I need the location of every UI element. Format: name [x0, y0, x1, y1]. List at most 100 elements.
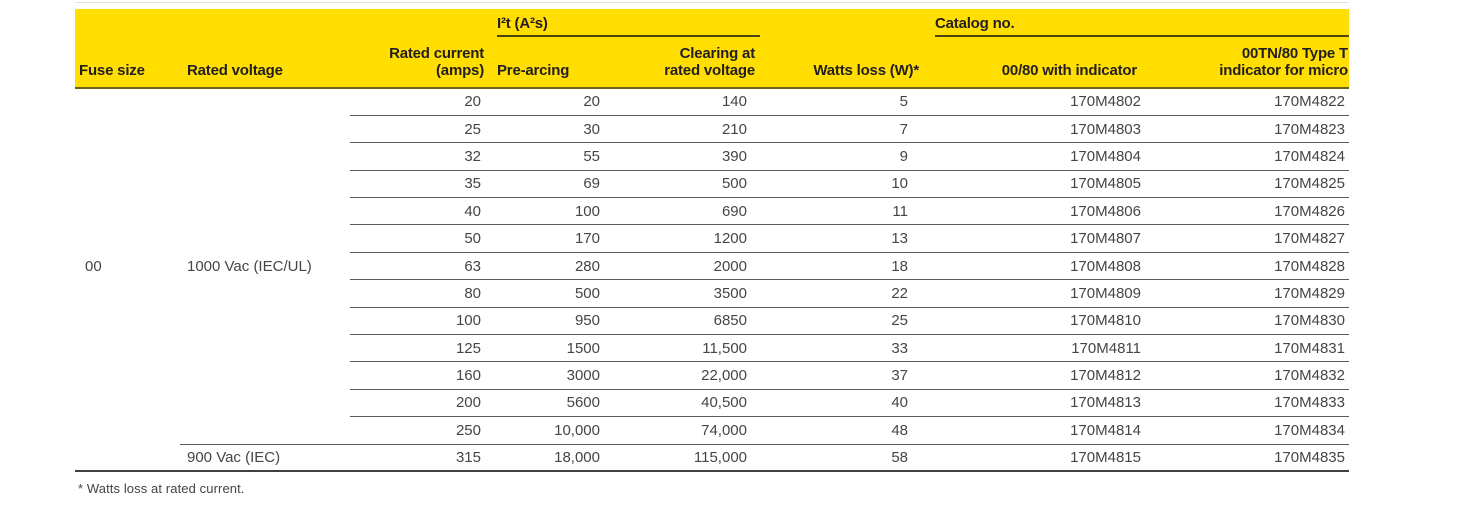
catalog-std-cell: 170M4804 [920, 142, 1175, 171]
catalog-tn-cell: 170M4827 [1175, 224, 1349, 253]
table-row: 125 1500 11,500 33 170M4811 170M4831 [75, 334, 1349, 363]
watts-loss-cell: 7 [760, 115, 920, 144]
catalog-tn-cell: 170M4822 [1175, 88, 1349, 116]
rated-current-cell: 50 [350, 224, 487, 253]
fuse-spec-table-container: I²t (A²s) Catalog no. Fuse size Rated vo… [75, 2, 1349, 496]
col-header-pre-arcing: Pre-arcing [487, 40, 605, 89]
clearing-cell: 500 [605, 170, 760, 199]
group-header-catalog: Catalog no. [920, 9, 1349, 40]
rated-current-cell: 315 [350, 444, 487, 473]
clearing-cell: 390 [605, 142, 760, 171]
catalog-tn-cell: 170M4835 [1175, 444, 1349, 473]
table-row: 32 55 390 9 170M4804 170M4824 [75, 142, 1349, 171]
rated-voltage-cell: 900 Vac (IEC) [180, 444, 350, 473]
catalog-std-cell: 170M4815 [920, 444, 1175, 473]
rated-current-cell: 100 [350, 307, 487, 336]
pre-arcing-cell: 500 [487, 279, 605, 308]
header-spacer [760, 9, 920, 40]
col-header-watts-loss: Watts loss (W)* [760, 40, 920, 89]
rated-current-cell: 200 [350, 389, 487, 418]
catalog-tn-cell: 170M4826 [1175, 197, 1349, 226]
catalog-tn-cell: 170M4828 [1175, 252, 1349, 281]
pre-arcing-cell: 69 [487, 170, 605, 199]
clearing-cell: 140 [605, 88, 760, 116]
pre-arcing-cell: 3000 [487, 361, 605, 390]
col-header-fuse-size: Fuse size [75, 40, 180, 89]
table-row: 25 30 210 7 170M4803 170M4823 [75, 115, 1349, 144]
fuse-spec-table: I²t (A²s) Catalog no. Fuse size Rated vo… [75, 9, 1349, 473]
catalog-tn-cell: 170M4825 [1175, 170, 1349, 199]
catalog-tn-cell: 170M4824 [1175, 142, 1349, 171]
fuse-size-cell: 00 [75, 88, 180, 473]
table-row: 200 5600 40,500 40 170M4813 170M4833 [75, 389, 1349, 418]
header-spacer [75, 9, 487, 40]
rated-current-cell: 80 [350, 279, 487, 308]
clearing-cell: 22,000 [605, 361, 760, 390]
clearing-cell: 115,000 [605, 444, 760, 473]
group-header-catalog-label: Catalog no. [935, 15, 1349, 37]
catalog-tn-cell: 170M4831 [1175, 334, 1349, 363]
table-row: 900 Vac (IEC) 315 18,000 115,000 58 170M… [75, 444, 1349, 473]
rated-current-cell: 35 [350, 170, 487, 199]
clearing-cell: 2000 [605, 252, 760, 281]
catalog-std-cell: 170M4806 [920, 197, 1175, 226]
rated-current-cell: 40 [350, 197, 487, 226]
catalog-std-cell: 170M4809 [920, 279, 1175, 308]
table-row: 250 10,000 74,000 48 170M4814 170M4834 [75, 416, 1349, 445]
rated-current-cell: 63 [350, 252, 487, 281]
clearing-cell: 3500 [605, 279, 760, 308]
rated-current-cell: 125 [350, 334, 487, 363]
clearing-cell: 6850 [605, 307, 760, 336]
clearing-cell: 1200 [605, 224, 760, 253]
table-row: 35 69 500 10 170M4805 170M4825 [75, 170, 1349, 199]
catalog-std-cell: 170M4814 [920, 416, 1175, 445]
watts-loss-cell: 13 [760, 224, 920, 253]
col-header-catalog-tn: 00TN/80 Type T indicator for micro [1175, 40, 1349, 89]
watts-loss-cell: 40 [760, 389, 920, 418]
watts-loss-cell: 33 [760, 334, 920, 363]
pre-arcing-cell: 20 [487, 88, 605, 116]
rated-current-cell: 25 [350, 115, 487, 144]
watts-loss-cell: 48 [760, 416, 920, 445]
group-header-i2t-label: I²t (A²s) [497, 15, 760, 37]
rated-current-cell: 32 [350, 142, 487, 171]
catalog-std-cell: 170M4803 [920, 115, 1175, 144]
table-body: 00 1000 Vac (IEC/UL) 20 20 140 5 170M4802… [75, 88, 1349, 473]
catalog-std-cell: 170M4813 [920, 389, 1175, 418]
table-header: I²t (A²s) Catalog no. Fuse size Rated vo… [75, 9, 1349, 89]
group-header-i2t: I²t (A²s) [487, 9, 760, 40]
rated-current-cell: 20 [350, 88, 487, 116]
table-row: 80 500 3500 22 170M4809 170M4829 [75, 279, 1349, 308]
watts-loss-cell: 5 [760, 88, 920, 116]
pre-arcing-cell: 280 [487, 252, 605, 281]
catalog-std-cell: 170M4807 [920, 224, 1175, 253]
pre-arcing-cell: 18,000 [487, 444, 605, 473]
table-row: 00 1000 Vac (IEC/UL) 20 20 140 5 170M4802… [75, 88, 1349, 473]
catalog-std-cell: 170M4802 [920, 88, 1175, 116]
watts-loss-cell: 22 [760, 279, 920, 308]
clearing-cell: 74,000 [605, 416, 760, 445]
group-header-row: I²t (A²s) Catalog no. [75, 9, 1349, 40]
table-row: 160 3000 22,000 37 170M4812 170M4832 [75, 361, 1349, 390]
clearing-cell: 690 [605, 197, 760, 226]
rated-current-cell: 250 [350, 416, 487, 445]
pre-arcing-cell: 1500 [487, 334, 605, 363]
rated-current-cell: 160 [350, 361, 487, 390]
watts-loss-cell: 11 [760, 197, 920, 226]
pre-arcing-cell: 950 [487, 307, 605, 336]
watts-loss-cell: 10 [760, 170, 920, 199]
pre-arcing-cell: 5600 [487, 389, 605, 418]
table-row: 50 170 1200 13 170M4807 170M4827 [75, 224, 1349, 253]
pre-arcing-cell: 10,000 [487, 416, 605, 445]
catalog-tn-cell: 170M4830 [1175, 307, 1349, 336]
watts-loss-cell: 18 [760, 252, 920, 281]
watts-loss-cell: 37 [760, 361, 920, 390]
footnote: * Watts loss at rated current. [78, 481, 245, 497]
table-row: 63 280 2000 18 170M4808 170M4828 [75, 252, 1349, 281]
catalog-tn-cell: 170M4832 [1175, 361, 1349, 390]
catalog-tn-cell: 170M4823 [1175, 115, 1349, 144]
catalog-std-cell: 170M4805 [920, 170, 1175, 199]
catalog-std-cell: 170M4810 [920, 307, 1175, 336]
pre-arcing-cell: 170 [487, 224, 605, 253]
